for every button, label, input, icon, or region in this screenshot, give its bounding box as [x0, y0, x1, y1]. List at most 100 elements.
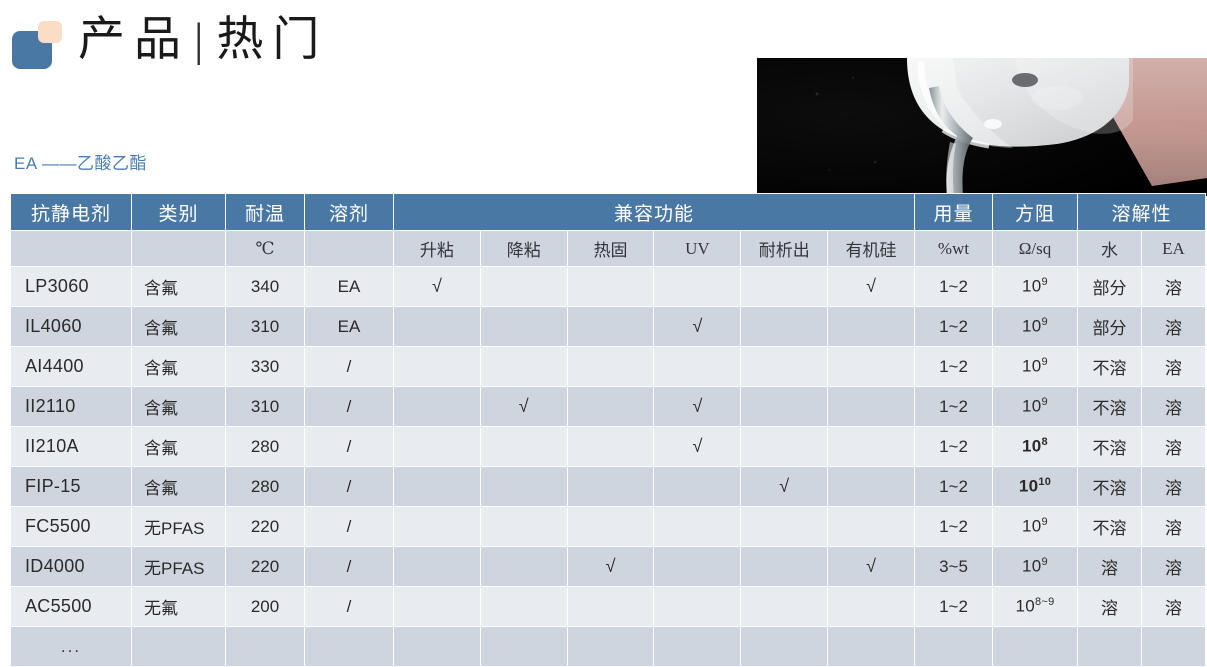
- cell-resistance: 109: [992, 266, 1078, 307]
- cell-temperature: 330: [225, 346, 305, 387]
- cell-resistance: 108~9: [992, 586, 1078, 627]
- logo-peach-square-icon: [38, 21, 62, 43]
- cell-solvent: EA: [304, 266, 394, 307]
- table-group-header-row: 抗静电剂 类别 耐温 溶剂 兼容功能 用量 方阻 溶解性: [10, 193, 1206, 231]
- cell-solubility-water: 不溶: [1077, 506, 1142, 547]
- cell-temperature: 280: [225, 466, 305, 507]
- col-group-temperature: 耐温: [225, 193, 305, 231]
- table-row: ...: [10, 626, 1206, 667]
- cell-compat-zengnian: √: [393, 266, 481, 307]
- cell-resistance: 109: [992, 346, 1078, 387]
- cell-compat-youjigui: [827, 506, 915, 547]
- table-row: IL4060 含氟 310 EA √ 1~2 109 部分溶: [10, 306, 1206, 347]
- cell-solubility-water: 不溶: [1077, 426, 1142, 467]
- cell-solubility-ea: 溶: [1141, 266, 1206, 307]
- cell-agent-name: II2110: [10, 386, 132, 427]
- cell-category: 含氟: [131, 386, 226, 427]
- cell-compat-youjigui: [827, 586, 915, 627]
- cell-category: 无PFAS: [131, 506, 226, 547]
- table-head: 抗静电剂 类别 耐温 溶剂 兼容功能 用量 方阻 溶解性 ℃ 升粘 降粘 热固 …: [10, 193, 1206, 267]
- cell-solubility-water: 不溶: [1077, 346, 1142, 387]
- cell-solubility-ea: 溶: [1141, 426, 1206, 467]
- cell-compat-naixichu: [740, 586, 829, 627]
- table-row-ellipsis: ...: [10, 626, 132, 667]
- cell-solubility-ea: 溶: [1141, 466, 1206, 507]
- cell-category: 含氟: [131, 466, 226, 507]
- cell-compat-uv: [653, 586, 742, 627]
- table-row: ID4000 无PFAS 220/√ √ 3~5 109 溶溶: [10, 546, 1206, 587]
- cell-compat-zengnian: [393, 346, 481, 387]
- cell-solubility-water: 不溶: [1077, 466, 1142, 507]
- check-icon: √: [692, 436, 703, 456]
- cell-compat-jiangnian: [479, 506, 568, 547]
- cell-dosage: 1~2: [914, 466, 993, 507]
- check-icon: √: [779, 476, 790, 496]
- table-row: II2110 含氟 310/ √ √ 1~2 109 不溶溶: [10, 386, 1206, 427]
- cell-compat-jiangnian: [479, 306, 568, 347]
- col-group-compatibility: 兼容功能: [393, 193, 915, 231]
- subcol-uv: UV: [653, 230, 742, 267]
- cell-agent-name: IL4060: [10, 306, 132, 347]
- cell-compat-zengnian: [393, 386, 481, 427]
- cell-category: 含氟: [131, 306, 226, 347]
- table-row: AI4400 含氟 330/ 1~2 109 不溶溶: [10, 346, 1206, 387]
- cell-compat-uv: √: [653, 426, 742, 467]
- cell-compat-regu: [566, 506, 655, 547]
- cell-solubility-ea: [1141, 626, 1206, 667]
- cell-compat-regu: √: [566, 546, 655, 587]
- resistance-exponent: 9: [1041, 276, 1048, 289]
- table-row: II210A 含氟 280/ √ 1~2 108 不溶溶: [10, 426, 1206, 467]
- check-icon: √: [866, 556, 877, 576]
- cell-dosage: 1~2: [914, 426, 993, 467]
- cell-compat-naixichu: [740, 506, 829, 547]
- cell-agent-name: FIP-15: [10, 466, 132, 507]
- cell-resistance: [992, 626, 1078, 667]
- cell-dosage: 3~5: [914, 546, 993, 587]
- col-group-category: 类别: [131, 193, 226, 231]
- beaker-pouring-liquid-image: [757, 58, 1207, 196]
- cell-compat-uv: [653, 546, 742, 587]
- cell-compat-regu: [566, 426, 655, 467]
- cell-compat-regu: [566, 466, 655, 507]
- cell-solubility-water: 部分: [1077, 266, 1142, 307]
- cell-solubility-water: [1077, 626, 1142, 667]
- cell-agent-name: AI4400: [10, 346, 132, 387]
- cell-compat-zengnian: [393, 586, 481, 627]
- cell-temperature: 340: [225, 266, 305, 307]
- check-icon: √: [692, 316, 703, 336]
- product-table: 抗静电剂 类别 耐温 溶剂 兼容功能 用量 方阻 溶解性 ℃ 升粘 降粘 热固 …: [10, 193, 1206, 667]
- subcol-temperature-unit: ℃: [225, 230, 305, 267]
- table-row: FIP-15 含氟 280/ √ 1~2 1010 不溶溶: [10, 466, 1206, 507]
- check-icon: √: [866, 276, 877, 296]
- cell-compat-youjigui: [827, 626, 915, 667]
- page-title-left: 产品: [78, 14, 190, 66]
- cell-compat-regu: [566, 306, 655, 347]
- cell-compat-youjigui: [827, 386, 915, 427]
- cell-resistance: 109: [992, 386, 1078, 427]
- subcol-solvent: [304, 230, 394, 267]
- cell-resistance: 109: [992, 306, 1078, 347]
- cell-compat-naixichu: [740, 626, 829, 667]
- subcol-youjigui: 有机硅: [827, 230, 915, 267]
- subcol-resistance-unit: Ω/sq: [992, 230, 1078, 267]
- cell-solvent: EA: [304, 306, 394, 347]
- cell-agent-name: LP3060: [10, 266, 132, 307]
- cell-solubility-ea: 溶: [1141, 546, 1206, 587]
- page-title: 产品|热门: [78, 8, 328, 72]
- cell-compat-naixichu: [740, 266, 829, 307]
- table-row: FC5500 无PFAS 220/ 1~2 109 不溶溶: [10, 506, 1206, 547]
- cell-temperature: 220: [225, 546, 305, 587]
- resistance-exponent: 9: [1041, 556, 1048, 569]
- cell-solvent: /: [304, 586, 394, 627]
- col-group-agent: 抗静电剂: [10, 193, 132, 231]
- subcol-zengnian: 升粘: [393, 230, 481, 267]
- subcol-solubility-ea: EA: [1141, 230, 1206, 267]
- check-icon: √: [605, 556, 616, 576]
- col-group-dosage: 用量: [914, 193, 993, 231]
- title-separator: |: [194, 14, 213, 66]
- cell-category: 无PFAS: [131, 546, 226, 587]
- cell-dosage: 1~2: [914, 586, 993, 627]
- col-group-solubility: 溶解性: [1077, 193, 1206, 231]
- section-subtitle: EA ——乙酸乙酯: [14, 154, 147, 173]
- subcol-solubility-water: 水: [1077, 230, 1142, 267]
